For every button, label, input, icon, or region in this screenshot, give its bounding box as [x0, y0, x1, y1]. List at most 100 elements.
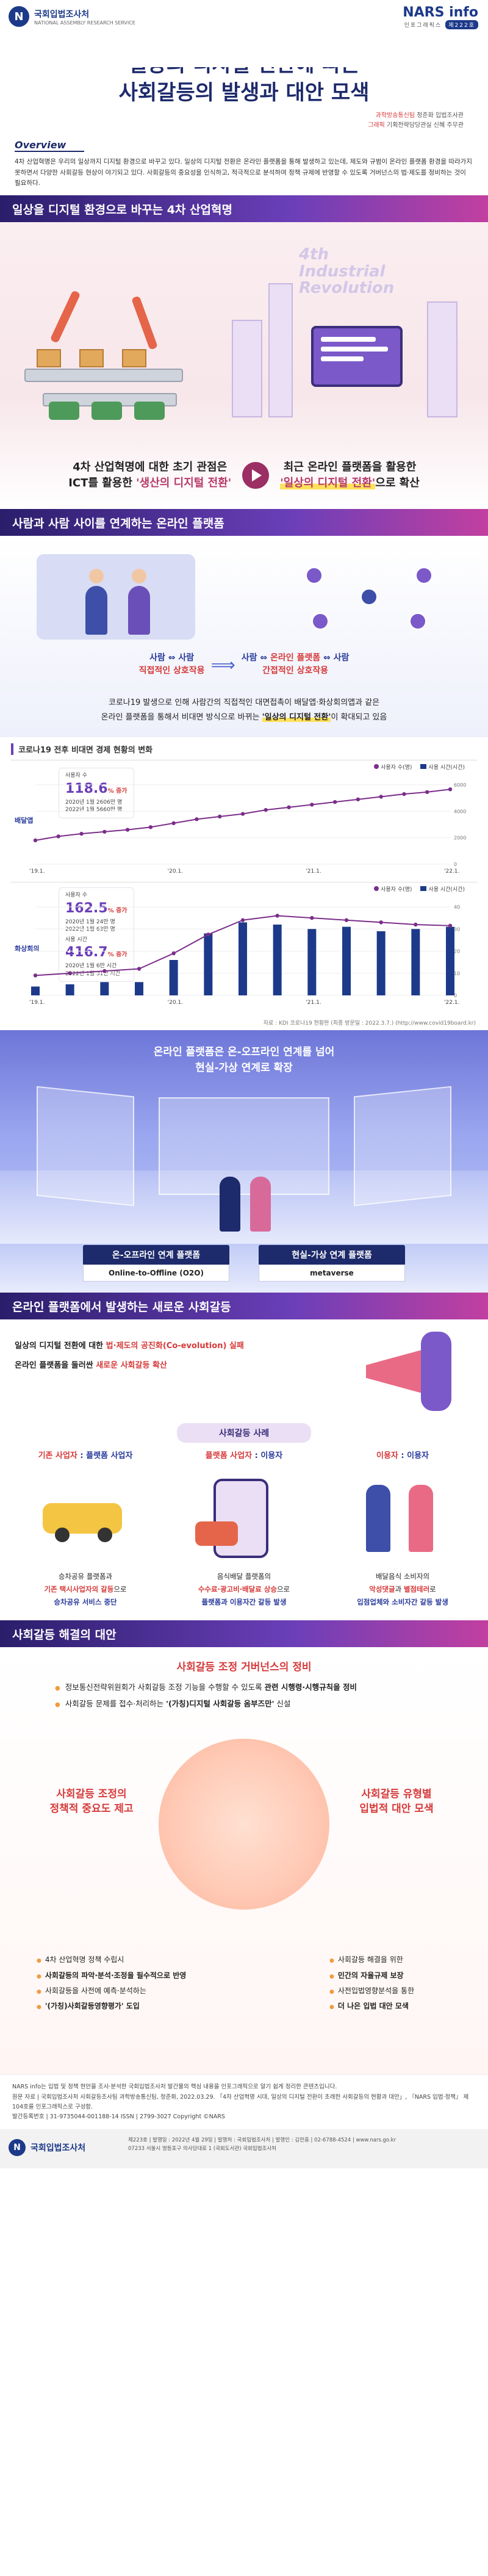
data-point [264, 808, 268, 812]
y-tick-label: 6000 [454, 782, 466, 788]
hours-bar [376, 931, 386, 996]
overview: Overview 4차 산업혁명은 우리의 일상까지 디지털 환경으로 바꾸고 … [0, 131, 488, 196]
chart-source: 자료 : KDI 코로나19 현황판 (최종 방문일 : 2022.3.7.) … [263, 1020, 476, 1027]
data-point [171, 821, 176, 826]
x-tick-label: '19.1. [29, 1000, 45, 1006]
hours-bar [31, 986, 40, 996]
data-point [379, 795, 383, 799]
section-1-captions: 4차 산업혁명에 대한 초기 관점은 ICT를 활용한 '생산의 디지털 전환'… [0, 448, 488, 503]
data-point [102, 830, 107, 834]
data-point [402, 792, 406, 796]
hours-bar [411, 929, 420, 996]
digital-city-illustration [232, 259, 464, 418]
megaphone-illustration [342, 1326, 464, 1417]
indirect-interaction-label: 사람 ⇔ 온라인 플랫폼 ⇔ 사람 간접적인 상호작용 [241, 653, 350, 676]
authors: 과학방송통신팀 정준화 입법조사관 그래픽 기획전략담당관실 신혜 주무관 [12, 111, 476, 131]
brand-title: NARS info [403, 5, 478, 20]
policy-priority-heading: 사회갈등 조정의 정책적 중요도 제고 [49, 1788, 134, 1816]
o2o-caption: 온-오프라인 연계 플랫폼 Online-to-Offline (O2O) [83, 1245, 229, 1282]
vr-user-icon [220, 1177, 240, 1232]
interaction-flow: 사람 ⇔ 사람 직접적인 상호작용 ⟹ 사람 ⇔ 온라인 플랫폼 ⇔ 사람 간접… [0, 652, 488, 677]
brand: NARS info 인포그래픽스 제222호 [403, 5, 478, 29]
author-2-role: 그래픽 [368, 121, 385, 129]
author-2-name: 기획전략담당관실 신혜 주무관 [387, 121, 464, 129]
caption-daily-life: 최근 온라인 플랫폼을 활용한 '일상의 디지털 전환'으로 확산 [280, 461, 420, 490]
laptop-icon [311, 326, 403, 388]
y-tick-label: 2000 [454, 835, 466, 841]
review-conflict-illustration [329, 1467, 476, 1564]
governance-list: 정보통신전략위원회가 사회갈등 조정 기능을 수행할 수 있도록 관련 시행령·… [0, 1673, 488, 1712]
data-point [448, 787, 453, 792]
section-5-title: 사회갈등 해결의 대안 [0, 1620, 488, 1648]
overview-label: Overview [15, 139, 85, 152]
section-2-illustration: 사람 ⇔ 사람 직접적인 상호작용 ⟹ 사람 ⇔ 온라인 플랫폼 ⇔ 사람 간접… [0, 536, 488, 738]
hours-bar [273, 925, 282, 996]
data-point [33, 839, 38, 843]
metaverse-title: 온라인 플랫폼은 온-오프라인 연계를 넘어 현실-가상 연계로 확장 [153, 1046, 335, 1074]
direct-interaction-label: 사람 ⇔ 사람 직접적인 상호작용 [138, 653, 205, 676]
hours-bar [65, 984, 74, 996]
data-point [240, 918, 245, 923]
conflict-cases-heading: 사회갈등 사례 [177, 1423, 311, 1443]
data-point [356, 797, 361, 802]
metaverse-caption: 현실-가상 연계 플랫폼 metaverse [259, 1245, 405, 1282]
taxi-illustration [12, 1467, 159, 1564]
data-point [137, 967, 142, 972]
data-point [310, 803, 314, 807]
y-tick-label: 10 [454, 971, 460, 976]
y-tick-label: 4000 [454, 809, 466, 815]
conference-bar-chart: 40 30 20 10 0 '19.1. '20.1. '21.1. '22.1. [29, 904, 460, 1006]
metaverse-captions: 온-오프라인 연계 플랫폼 Online-to-Offline (O2O) 현실… [0, 1245, 488, 1282]
issue-badge: 제222호 [445, 20, 478, 29]
chart-section-title: 코로나19 전후 비대면 경제 현황의 변화 [11, 743, 477, 756]
footer-logo[interactable]: N 국회입법조사처 [9, 2138, 85, 2156]
footer: N 국회입법조사처 제223호 | 발행일 : 2022년 4월 29일 | 발… [0, 2129, 488, 2168]
data-point [275, 914, 279, 918]
data-point [171, 951, 176, 956]
delivery-line-chart: 6000 4000 2000 0 '19.1. '20.1. '21.1. '22.1. [29, 782, 466, 875]
data-point [448, 923, 453, 928]
data-point [206, 933, 210, 937]
data-point [425, 790, 429, 795]
section-2-title: 사람과 사람 사이를 연계하는 온라인 플랫폼 [0, 509, 488, 536]
data-point [195, 817, 199, 821]
conference-chart-label: 화상회의 [15, 945, 40, 953]
data-point [33, 973, 38, 978]
org-name: 국회입법조사처 [34, 9, 90, 20]
conference-stat: 사용자 수 162.5% 증가 2020년 1월 24만 명 2022년 1월 … [59, 887, 134, 983]
data-point [240, 812, 245, 817]
nars-emblem-icon: N [9, 6, 29, 27]
data-point [287, 805, 291, 810]
hours-bar [307, 929, 317, 996]
case-user-vs-user: 이용자 : 이용자 배달음식 소비자의 악성댓글과 별점테러로 입점업체와 소비… [329, 1449, 476, 1608]
data-point [148, 825, 153, 829]
policy-priority-list: 4차 산업혁명 정책 수립시 사회갈등의 파악·분석·조정을 필수적으로 반영 … [37, 1952, 186, 2014]
governance-title: 사회갈등 조정 거버넌스의 정비 [176, 1661, 312, 1674]
conflict-intro: 일상의 디지털 전환에 대한 법·제도의 공진화(Co-evolution) 실… [0, 1319, 488, 1424]
section-1-title: 일상을 디지털 환경으로 바꾸는 4차 산업혁명 [0, 195, 488, 223]
hours-bar [135, 982, 143, 996]
data-point [332, 800, 337, 804]
hours-bar [446, 926, 454, 996]
data-point [310, 916, 314, 920]
conflict-cases: 기존 사업자 : 플랫폼 사업자 승차공유 플랫폼과 기존 택시사업자의 갈등으… [0, 1443, 488, 1620]
play-arrow-icon [242, 462, 270, 489]
y-tick-label: 0 [454, 993, 457, 998]
legislative-alternatives-list: 사회갈등 해결을 위한 민간의 자율규제 보장 사전입법영향분석을 통한 더 나… [329, 1952, 414, 2014]
footer-note: NARS info는 입법 및 정책 현안을 조사·분석한 국회입법조사처 발간… [0, 2074, 488, 2129]
footer-info: 제223호 | 발행일 : 2022년 4월 29일 | 발행처 : 국회입법조… [128, 2137, 396, 2152]
delivery-stat: 사용자 수 118.6% 증가 2020년 1월 2606만 명 2022년 1… [59, 768, 134, 818]
delivery-legend: 사용자 수(명) 사용 시간(시간) [374, 763, 465, 771]
section-1-illustration: 4th Industrial Revolution 4차 산업혁명에 대한 초기… [0, 222, 488, 510]
conference-legend: 사용자 수(명) 사용 시간(시간) [374, 885, 465, 893]
section-4-title: 온라인 플랫폼에서 발생하는 새로운 사회갈등 [0, 1293, 488, 1320]
conference-chart: 화상회의 사용자 수 162.5% 증가 2020년 1월 24만 명 2022… [11, 882, 477, 1010]
arrow-right-icon: ⟹ [210, 654, 235, 675]
hours-bar [342, 926, 351, 996]
x-tick-label: '21.1. [306, 1000, 321, 1006]
caption-production: 4차 산업혁명에 대한 초기 관점은 ICT를 활용한 '생산의 디지털 전환' [68, 461, 232, 490]
platform-network-illustration [293, 554, 451, 640]
org-logo[interactable]: N 국회입법조사처 NATIONAL ASSEMBLY RESEARCH SER… [9, 6, 135, 27]
data-point [218, 815, 222, 819]
